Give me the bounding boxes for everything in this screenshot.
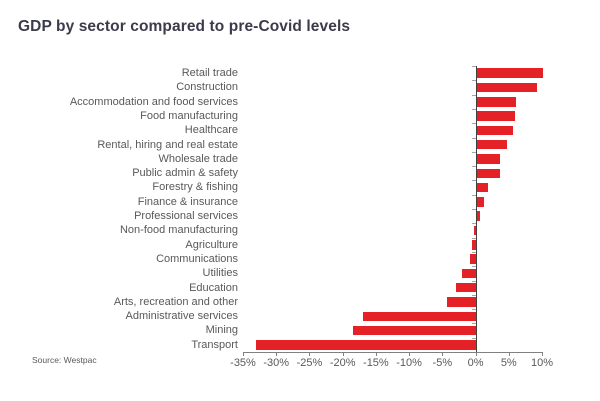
zero-axis-line [475, 66, 478, 352]
x-axis-tick-label: -20% [329, 357, 356, 369]
category-axis-tick [471, 151, 477, 153]
category-axis-tick [471, 166, 477, 168]
category-label: Retail trade [181, 67, 238, 79]
category-label: Rental, hiring and real estate [97, 138, 238, 151]
category-axis-tick [471, 237, 477, 239]
category-axis-tick [471, 309, 477, 311]
bar-forestry-fishing [477, 182, 489, 193]
bar-rental-hiring-and-real-estate [477, 139, 507, 150]
x-axis-tick [542, 352, 543, 356]
bar-construction [477, 82, 537, 93]
category-axis-tick [471, 137, 477, 139]
bar-finance-insurance [477, 197, 484, 207]
x-axis-tick-label: -10% [396, 357, 422, 369]
x-axis-tick-label: -35% [230, 357, 256, 369]
x-axis-tick-label: -25% [296, 357, 323, 369]
chart-title: GDP by sector compared to pre-Covid leve… [18, 18, 351, 35]
category-label: Accommodation and food services [69, 95, 238, 108]
category-label: Transport [191, 338, 238, 351]
bar-retail-trade [477, 68, 544, 78]
category-axis-tick [471, 337, 477, 339]
category-label: Non-food manufacturing [119, 224, 238, 237]
source-note: Source: Westpac [32, 355, 97, 365]
x-axis-tick-label: 0% [467, 357, 484, 369]
category-axis-tick [471, 123, 477, 125]
bar-arts-recreation-and-other [446, 297, 476, 307]
bar-wholesale-trade [477, 154, 501, 164]
bar-food-manufacturing [477, 111, 515, 121]
category-axis-tick [471, 180, 477, 182]
category-label: Forestry & fishing [152, 181, 238, 194]
category-axis-tick [471, 94, 477, 96]
x-axis-tick [475, 352, 477, 356]
category-axis-tick [471, 80, 477, 82]
category-axis-tick [471, 108, 477, 110]
x-axis-line [243, 352, 543, 353]
category-label: Administrative services [125, 310, 238, 323]
category-label: Wholesale trade [158, 152, 239, 165]
bar-utilities [462, 268, 476, 279]
category-axis-tick [471, 194, 477, 196]
bar-professional-services [477, 211, 481, 221]
category-label: Arts, recreation and other [113, 295, 238, 308]
x-axis-tick [442, 352, 444, 356]
category-label: Communications [156, 252, 238, 265]
category-label: Professional services [134, 210, 238, 222]
category-axis-tick [471, 294, 477, 296]
x-axis-tick [508, 352, 510, 356]
x-axis-tick-label: -5% [432, 357, 453, 369]
bar-education [455, 282, 476, 293]
category-label: Construction [176, 81, 238, 94]
category-label: Education [189, 281, 238, 294]
bar-agriculture [472, 240, 476, 250]
category-label: Healthcare [184, 124, 238, 137]
category-label: Finance & insurance [137, 195, 238, 208]
bar-transport [256, 340, 476, 350]
category-axis-tick [471, 280, 477, 282]
category-axis-tick [471, 323, 477, 325]
category-label: Agriculture [185, 238, 238, 251]
category-axis-tick [471, 66, 477, 67]
bar-accommodation-and-food-services [477, 97, 516, 107]
x-axis-tick [243, 352, 244, 356]
bar-communications [470, 254, 476, 264]
x-axis-tick [276, 352, 278, 356]
x-axis-tick [375, 352, 377, 356]
category-axis-tick [471, 266, 477, 268]
x-axis-tick-label: 5% [500, 357, 517, 369]
category-axis-tick [471, 251, 477, 253]
bar-administrative-services [362, 311, 476, 321]
bar-public-admin-safety [477, 168, 500, 178]
bar-non-food-manufacturing [474, 225, 476, 236]
x-axis-tick [342, 352, 344, 356]
category-axis-tick [471, 223, 477, 225]
x-axis-tick-label: -30% [263, 357, 290, 369]
category-label: Mining [205, 324, 238, 337]
x-axis-tick [309, 352, 311, 356]
x-axis-tick-label: -15% [363, 357, 389, 369]
category-axis-tick [471, 209, 477, 210]
category-label: Utilities [202, 267, 238, 280]
category-label: Public admin & safety [132, 167, 238, 180]
bar-healthcare [477, 125, 513, 136]
x-axis-tick-label: 10% [530, 357, 554, 369]
category-label: Food manufacturing [140, 109, 238, 122]
x-axis-tick [409, 352, 411, 356]
bar-mining [352, 325, 476, 336]
